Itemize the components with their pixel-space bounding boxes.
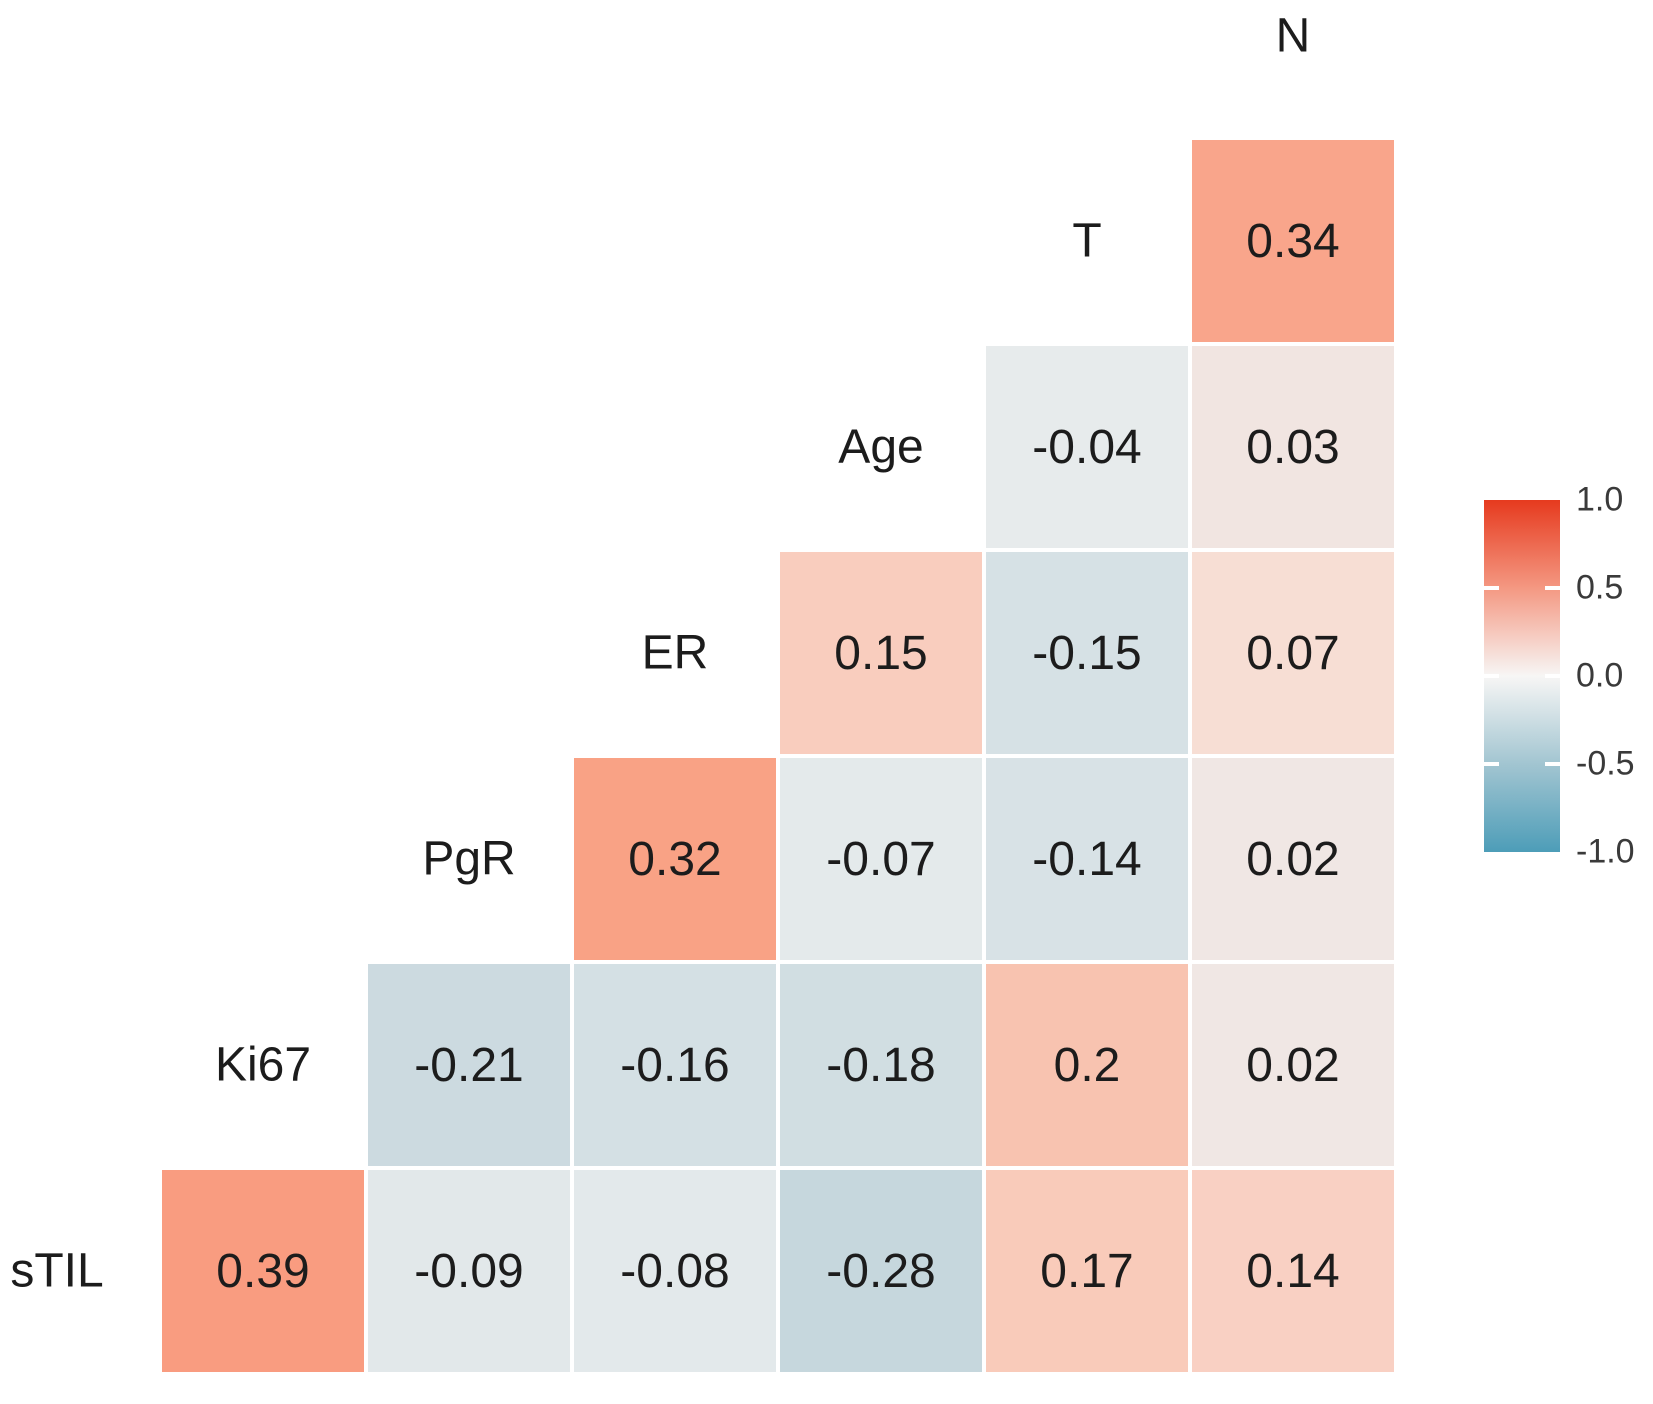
matrix-cell-ER-N: 0.07 bbox=[1192, 552, 1394, 754]
row-label-Ki67: Ki67 bbox=[214, 1038, 312, 1092]
cell-value: -0.28 bbox=[826, 1244, 936, 1298]
cell-value: 0.15 bbox=[834, 626, 928, 680]
cell-value: -0.14 bbox=[1032, 832, 1142, 886]
legend-tick-mark bbox=[1484, 762, 1499, 766]
cell-value: -0.04 bbox=[1032, 420, 1142, 474]
matrix-cell-sTIL-N: 0.14 bbox=[1192, 1170, 1394, 1372]
row-label-sTIL: sTIL bbox=[10, 1244, 104, 1298]
legend-tick-mark bbox=[1484, 674, 1499, 678]
legend-tick-label: 0.5 bbox=[1576, 568, 1624, 607]
legend-tick-mark bbox=[1545, 586, 1560, 590]
matrix-cell-sTIL-Age: -0.28 bbox=[780, 1170, 982, 1372]
cell-value: 0.32 bbox=[628, 832, 722, 886]
matrix-cell-ER-T: -0.15 bbox=[986, 552, 1188, 754]
cell-value: -0.09 bbox=[414, 1244, 524, 1298]
matrix-cell-Ki67-PgR: -0.21 bbox=[368, 964, 570, 1166]
legend-tick-label: -1.0 bbox=[1576, 832, 1635, 871]
matrix-cell-T-N: 0.34 bbox=[1192, 140, 1394, 342]
cell-value: 0.39 bbox=[216, 1244, 310, 1298]
cell-value: 0.03 bbox=[1246, 420, 1340, 474]
row-label-T: T bbox=[1072, 214, 1102, 268]
matrix-cell-sTIL-ER: -0.08 bbox=[574, 1170, 776, 1372]
cell-value: -0.16 bbox=[620, 1038, 730, 1092]
row-label-Age: Age bbox=[838, 420, 924, 474]
cell-value: -0.18 bbox=[826, 1038, 936, 1092]
cell-value: -0.21 bbox=[414, 1038, 524, 1092]
cell-value: -0.08 bbox=[620, 1244, 730, 1298]
cell-value: 0.2 bbox=[1053, 1038, 1121, 1092]
cell-value: -0.15 bbox=[1032, 626, 1142, 680]
matrix-cell-PgR-Age: -0.07 bbox=[780, 758, 982, 960]
legend-tick-label: 1.0 bbox=[1576, 480, 1624, 519]
matrix-cell-PgR-T: -0.14 bbox=[986, 758, 1188, 960]
matrix-cell-Ki67-N: 0.02 bbox=[1192, 964, 1394, 1166]
col-label-N: N bbox=[1275, 9, 1311, 63]
matrix-cell-Age-T: -0.04 bbox=[986, 346, 1188, 548]
cell-value: 0.02 bbox=[1246, 1038, 1340, 1092]
matrix-cell-Age-N: 0.03 bbox=[1192, 346, 1394, 548]
matrix-cell-PgR-ER: 0.32 bbox=[574, 758, 776, 960]
legend-tick-mark bbox=[1484, 586, 1499, 590]
legend-tick-mark bbox=[1545, 674, 1560, 678]
cell-value: 0.07 bbox=[1246, 626, 1340, 680]
matrix-cell-ER-Age: 0.15 bbox=[780, 552, 982, 754]
matrix-cell-sTIL-Ki67: 0.39 bbox=[162, 1170, 364, 1372]
cell-value: 0.34 bbox=[1246, 214, 1340, 268]
cell-value: -0.07 bbox=[826, 832, 936, 886]
matrix-cell-Ki67-T: 0.2 bbox=[986, 964, 1188, 1166]
legend-tick-label: 0.0 bbox=[1576, 656, 1624, 695]
matrix-cell-sTIL-T: 0.17 bbox=[986, 1170, 1188, 1372]
cell-value: 0.02 bbox=[1246, 832, 1340, 886]
matrix-cell-sTIL-PgR: -0.09 bbox=[368, 1170, 570, 1372]
matrix-cell-PgR-N: 0.02 bbox=[1192, 758, 1394, 960]
row-label-ER: ER bbox=[641, 626, 709, 680]
cell-value: 0.14 bbox=[1246, 1244, 1340, 1298]
matrix-cell-Ki67-Age: -0.18 bbox=[780, 964, 982, 1166]
cell-value: 0.17 bbox=[1040, 1244, 1134, 1298]
legend-tick-label: -0.5 bbox=[1576, 744, 1635, 783]
row-label-PgR: PgR bbox=[422, 832, 516, 886]
matrix-cell-Ki67-ER: -0.16 bbox=[574, 964, 776, 1166]
legend-tick-mark bbox=[1545, 762, 1560, 766]
